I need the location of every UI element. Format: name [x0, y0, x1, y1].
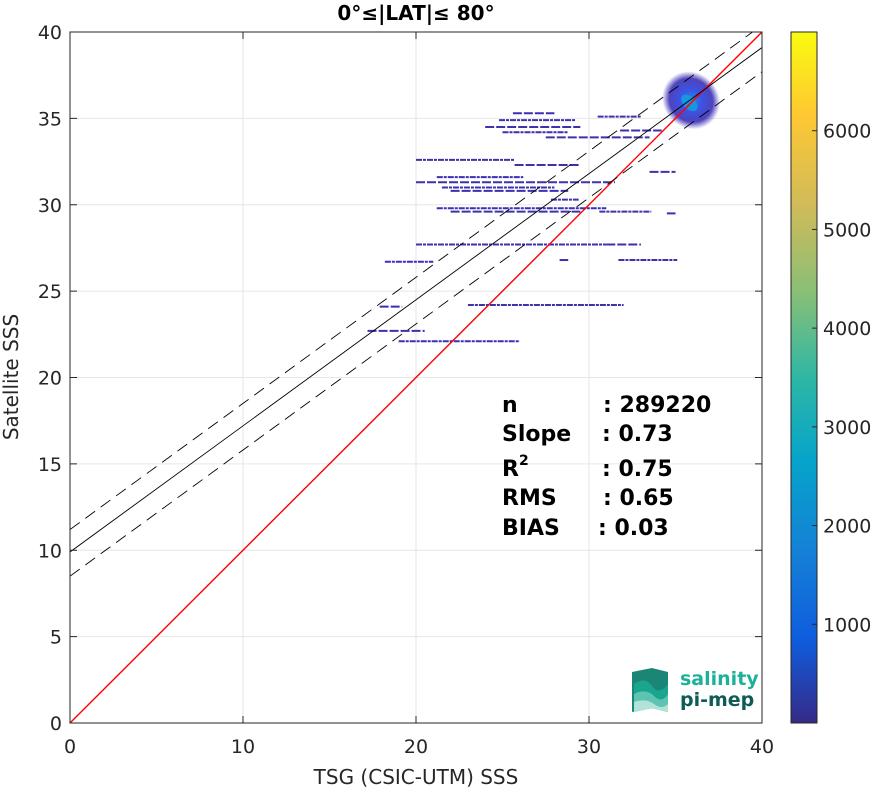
- stat-rms-value: : 0.65: [603, 486, 674, 511]
- density-peak: [681, 94, 698, 112]
- y-tick-label: 10: [38, 540, 62, 562]
- y-axis-label: Satellite SSS: [0, 314, 23, 440]
- colorbar-tick-label: 4000: [823, 318, 871, 340]
- colorbar-tick-label: 5000: [823, 219, 871, 241]
- colorbar-tick-label: 2000: [823, 516, 871, 538]
- chart-title: 0°≤|LAT|≤ 80°: [337, 1, 494, 25]
- colorbar-gradient: [790, 31, 818, 724]
- stat-slope-label: Slope: [502, 422, 571, 447]
- y-tick-label: 35: [38, 108, 62, 130]
- logo-text-pimep: pi-mep: [680, 689, 754, 711]
- colorbar-tick-label: 6000: [823, 121, 871, 143]
- y-tick-label: 20: [38, 368, 62, 390]
- y-tick-label: 25: [38, 281, 62, 303]
- y-tick-label: 30: [38, 195, 62, 217]
- stat-n-value: : 289220: [603, 393, 711, 418]
- stat-n-label: n: [502, 393, 518, 418]
- stat-bias-value: : 0.03: [598, 516, 669, 541]
- identity-line: [70, 32, 762, 723]
- x-tick-label: 0: [64, 736, 76, 758]
- colorbar-ticks: 1000 2000 3000 4000 5000 6000: [812, 121, 871, 636]
- stat-slope-value: : 0.73: [602, 422, 673, 447]
- x-tick-label: 20: [404, 736, 428, 758]
- y-tick-label: 40: [38, 22, 62, 44]
- fit-lines: [70, 32, 762, 723]
- density-points: [367, 71, 721, 343]
- x-tick-label: 30: [577, 736, 601, 758]
- y-tick-label: 5: [50, 627, 62, 649]
- x-tick-label: 10: [231, 736, 255, 758]
- stat-r2-superscript: 2: [519, 453, 529, 469]
- salinity-pimep-logo: salinity pi-mep: [632, 668, 759, 712]
- colorbar-tick-label: 3000: [823, 417, 871, 439]
- upper-bound-line: [70, 32, 754, 530]
- wave-logo-icon: [632, 668, 668, 712]
- y-tick-label: 15: [38, 454, 62, 476]
- axis-ticks: 0 10 20 30 40 0 5 10 15 20 25 30 35 40: [38, 22, 774, 758]
- stat-bias-label: BIAS: [502, 516, 560, 541]
- y-tick-label: 0: [50, 713, 62, 735]
- stat-r2-value: : 0.75: [602, 457, 673, 482]
- regression-line: [70, 47, 762, 553]
- stat-rms-label: RMS: [502, 486, 557, 511]
- lower-bound-line: [70, 71, 762, 577]
- x-tick-label: 40: [750, 736, 774, 758]
- logo-text-salinity: salinity: [680, 668, 759, 690]
- colorbar-tick-label: 1000: [823, 614, 871, 636]
- stat-r2-label: R: [502, 457, 519, 482]
- x-axis-label: TSG (CSIC-UTM) SSS: [313, 765, 519, 789]
- colorbar: 1000 2000 3000 4000 5000 6000: [790, 31, 871, 724]
- statistics-box: n : 289220 Slope : 0.73 R 2 : 0.75 RMS :…: [502, 393, 711, 541]
